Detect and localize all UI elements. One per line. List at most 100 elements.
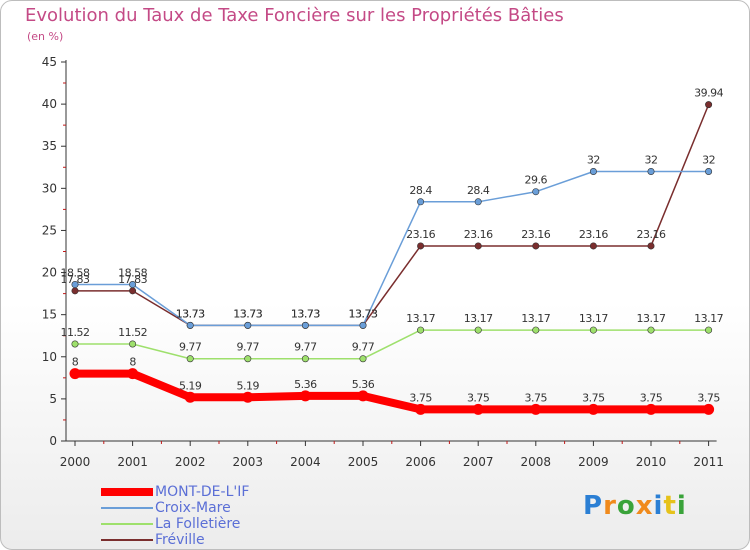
y-tick-label: 25 [42,223,57,237]
data-label: 8 [72,356,79,369]
series-line [74,103,710,327]
legend-swatch [101,507,153,509]
data-label: 3.75 [525,391,548,404]
data-label: 23.16 [637,228,666,241]
y-tick-label: 40 [42,97,57,111]
data-point [186,355,194,363]
data-label: 9.77 [237,341,260,354]
data-point [359,355,367,363]
logo-letter: r [603,491,617,521]
data-point [69,368,81,380]
data-label: 3.75 [640,391,663,404]
data-point [703,403,715,415]
series-line [71,369,713,414]
data-point [129,287,137,295]
y-tick-label: 30 [42,181,57,195]
data-label: 28.4 [409,184,432,197]
data-point [474,326,482,334]
logo-letter: i [653,491,664,521]
data-label: 11.52 [118,326,147,339]
y-tick-label: 0 [49,434,57,448]
data-label: 9.77 [294,341,317,354]
legend-label: MONT-DE-L'IF [155,484,250,500]
series-line [74,170,710,327]
data-point [532,242,540,250]
y-tick-label: 45 [42,55,57,69]
data-label: 3.75 [467,391,490,404]
data-point [242,391,254,403]
data-point [186,321,194,329]
data-point [647,167,655,175]
data-point [244,355,252,363]
x-tick-label: 2011 [693,455,724,469]
data-point [532,326,540,334]
data-label: 23.16 [579,228,608,241]
data-label: 13.73 [233,307,262,320]
data-point [705,101,713,109]
data-point [184,391,196,403]
legend-label: Fréville [155,532,205,548]
x-tick-label: 2008 [521,455,552,469]
data-label: 23.16 [464,228,493,241]
x-tick-label: 2006 [405,455,436,469]
data-point [129,281,137,289]
data-label: 13.73 [349,307,378,320]
chart-title: Evolution du Taux de Taxe Foncière sur l… [25,5,564,26]
data-label: 13.17 [694,312,723,325]
data-point [301,355,309,363]
data-label: 13.73 [349,307,378,320]
data-label: 13.17 [579,312,608,325]
data-label: 13.73 [291,307,320,320]
data-label: 3.75 [582,391,605,404]
proxiti-logo: Proxiti [583,491,687,521]
data-label: 13.17 [406,312,435,325]
data-label: 3.75 [697,391,720,404]
data-point [127,368,139,380]
data-label: 28.4 [467,184,490,197]
data-point [417,326,425,334]
data-point [71,340,79,348]
data-label: 5.36 [352,378,375,391]
y-tick-label: 15 [42,308,57,322]
x-tick-label: 2009 [578,455,609,469]
data-label: 17.83 [61,273,90,286]
data-label: 5.19 [179,379,202,392]
data-point [589,326,597,334]
data-label: 32 [702,153,715,166]
data-point [530,403,542,415]
data-point [415,403,427,415]
data-label: 5.19 [237,379,260,392]
data-label: 13.73 [233,307,262,320]
legend-label: Croix-Mare [155,500,231,516]
data-label: 32 [645,153,658,166]
data-point [71,287,79,295]
legend-swatch [101,523,153,525]
y-tick-label: 5 [49,392,57,406]
data-label: 17.83 [118,273,147,286]
data-point [532,188,540,196]
data-point [417,242,425,250]
data-point [474,198,482,206]
data-label: 13.17 [464,312,493,325]
data-label: 13.17 [637,312,666,325]
legend-label: La Folletière [155,516,241,532]
data-point [244,321,252,329]
data-label: 13.73 [291,307,320,320]
data-label: 29.6 [525,174,548,187]
data-label: 3.75 [409,391,432,404]
x-tick-label: 2007 [463,455,494,469]
logo-letter: o [616,491,636,521]
data-label: 9.77 [352,341,375,354]
data-point [472,403,484,415]
legend-swatch [101,539,153,541]
data-label: 13.73 [176,307,205,320]
data-point [589,242,597,250]
data-point [417,198,425,206]
data-point [71,281,79,289]
data-label: 5.36 [294,378,317,391]
data-label: 13.17 [521,312,550,325]
data-point [587,403,599,415]
data-label: 8 [129,356,136,369]
